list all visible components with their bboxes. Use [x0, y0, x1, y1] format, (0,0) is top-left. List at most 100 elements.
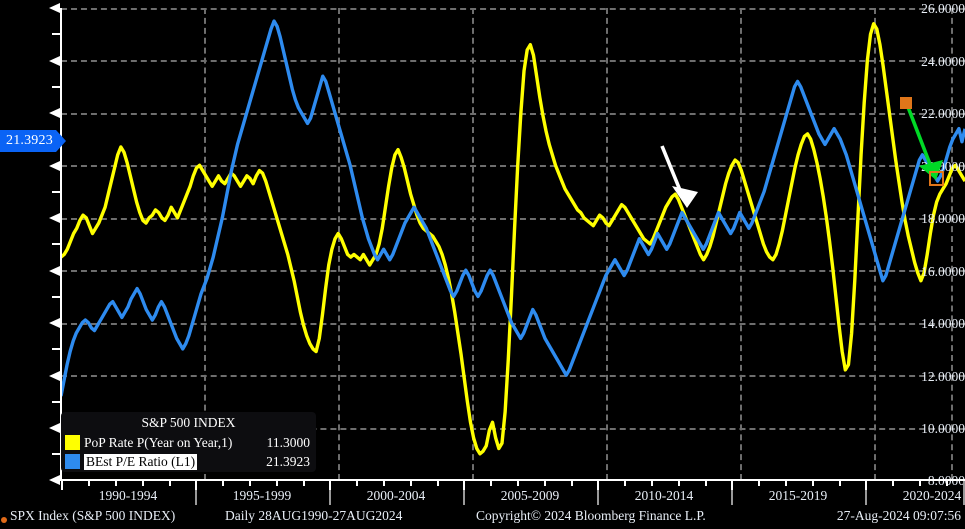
- legend-swatch-blue: [65, 454, 80, 469]
- gridline-vertical: [472, 8, 474, 480]
- x-tick-label: 1990-1994: [98, 488, 158, 503]
- x-tick-minor: [705, 479, 707, 486]
- x-tick-minor: [437, 479, 439, 486]
- current-price-value: 21.3923: [0, 130, 56, 152]
- y-tick-major: [49, 3, 60, 13]
- x-tick-minor: [892, 479, 894, 486]
- x-tick-minor: [785, 479, 787, 486]
- y-tick-major: [49, 161, 60, 171]
- y-axis-line: [60, 8, 62, 480]
- y-tick-label: 24.0000: [921, 54, 965, 69]
- y-tick-label: 12.0000: [921, 369, 965, 384]
- y-tick-label: 10.0000: [921, 421, 965, 436]
- x-axis-separator: [963, 481, 965, 505]
- chart-legend[interactable]: S&P 500 INDEX PoP Rate P(Year on Year,1)…: [61, 412, 316, 472]
- y-tick-label: 16.0000: [921, 264, 965, 279]
- x-tick-minor: [919, 479, 921, 486]
- x-axis-separator: [597, 481, 599, 505]
- legend-series-value: 11.3000: [266, 434, 310, 450]
- x-tick-major: [329, 479, 331, 490]
- status-security-label: SPX Index (S&P 500 INDEX): [10, 508, 176, 523]
- gridline-vertical: [606, 8, 608, 480]
- x-tick-minor: [169, 479, 171, 486]
- gridline-horizontal: [61, 427, 965, 430]
- x-tick-minor: [651, 479, 653, 486]
- y-tick-minor: [52, 191, 61, 193]
- status-period-label: Daily 28AUG1990-27AUG2024: [225, 508, 403, 523]
- y-tick-minor: [52, 401, 61, 403]
- x-axis-separator: [463, 481, 465, 505]
- x-axis-separator: [329, 481, 331, 505]
- gridline-vertical: [204, 8, 206, 480]
- y-tick-minor: [52, 243, 61, 245]
- legend-series-name: PoP Rate P(Year on Year,1): [84, 434, 233, 450]
- x-tick-minor: [303, 479, 305, 486]
- x-tick-minor: [812, 479, 814, 486]
- x-tick-major: [195, 479, 197, 490]
- x-tick-major: [865, 479, 867, 490]
- x-tick-label: 2020-2024: [902, 488, 962, 503]
- gridline-vertical: [740, 8, 742, 480]
- status-indicator-dot: [1, 517, 7, 523]
- x-tick-minor: [758, 479, 760, 486]
- x-tick-minor: [624, 479, 626, 486]
- x-tick-minor: [678, 479, 680, 486]
- y-tick-major: [49, 318, 60, 328]
- y-tick-label: 26.0000: [921, 1, 965, 16]
- x-axis-separator: [865, 481, 867, 505]
- legend-swatch-yellow: [65, 435, 80, 450]
- legend-series-name: BEst P/E Ratio (L1): [84, 453, 198, 470]
- x-tick-minor: [490, 479, 492, 486]
- status-timestamp-label: 27-Aug-2024 09:07:56: [836, 508, 961, 523]
- x-tick-minor: [142, 479, 144, 486]
- x-tick-minor: [276, 479, 278, 486]
- y-tick-label: 18.0000: [921, 211, 965, 226]
- x-tick-minor: [544, 479, 546, 486]
- gridline-horizontal: [61, 375, 965, 378]
- gridline-vertical: [338, 8, 340, 480]
- y-tick-major: [49, 266, 60, 276]
- x-tick-label: 2010-2014: [634, 488, 694, 503]
- x-tick-major: [597, 479, 599, 490]
- x-tick-minor: [383, 479, 385, 486]
- y-tick-label: 14.0000: [921, 316, 965, 331]
- x-tick-minor: [115, 479, 117, 486]
- gridline-horizontal: [61, 112, 965, 115]
- x-tick-label: 2015-2019: [768, 488, 828, 503]
- y-tick-minor: [52, 296, 61, 298]
- x-tick-label: 1995-1999: [232, 488, 292, 503]
- current-price-marker[interactable]: 21.3923: [0, 130, 66, 152]
- x-tick-minor: [410, 479, 412, 486]
- status-copyright-label: Copyright© 2024 Bloomberg Finance L.P.: [476, 508, 706, 523]
- legend-row-pop-rate[interactable]: PoP Rate P(Year on Year,1) 11.3000: [61, 433, 316, 452]
- x-tick-minor: [517, 479, 519, 486]
- x-axis-line: [60, 479, 965, 481]
- plot-area[interactable]: [61, 8, 965, 480]
- x-tick-minor: [839, 479, 841, 486]
- y-tick-major: [49, 213, 60, 223]
- gridline-horizontal: [61, 8, 965, 10]
- y-tick-major: [49, 475, 60, 485]
- y-tick-label: 20.0000: [921, 159, 965, 174]
- x-tick-minor: [946, 479, 948, 486]
- series-line-pop-rate: [61, 22, 965, 456]
- x-tick-minor: [222, 479, 224, 486]
- x-axis-separator: [195, 481, 197, 505]
- y-tick-major: [49, 371, 60, 381]
- x-tick-label: 2000-2004: [366, 488, 426, 503]
- legend-row-best-pe-ratio[interactable]: BEst P/E Ratio (L1) 21.3923: [61, 452, 316, 471]
- y-tick-major: [49, 108, 60, 118]
- status-bar: SPX Index (S&P 500 INDEX) Daily 28AUG199…: [0, 507, 965, 529]
- y-tick-major: [49, 423, 60, 433]
- gridline-horizontal: [61, 217, 965, 220]
- y-tick-label: 22.0000: [921, 106, 965, 121]
- price-marker-pointer: [55, 130, 66, 152]
- gridline-vertical: [874, 8, 876, 480]
- x-tick-major: [61, 479, 63, 490]
- gridline-horizontal: [61, 60, 965, 63]
- x-tick-minor: [571, 479, 573, 486]
- x-tick-minor: [249, 479, 251, 486]
- series-line-best-pe-ratio: [61, 19, 965, 397]
- y-tick-minor: [52, 348, 61, 350]
